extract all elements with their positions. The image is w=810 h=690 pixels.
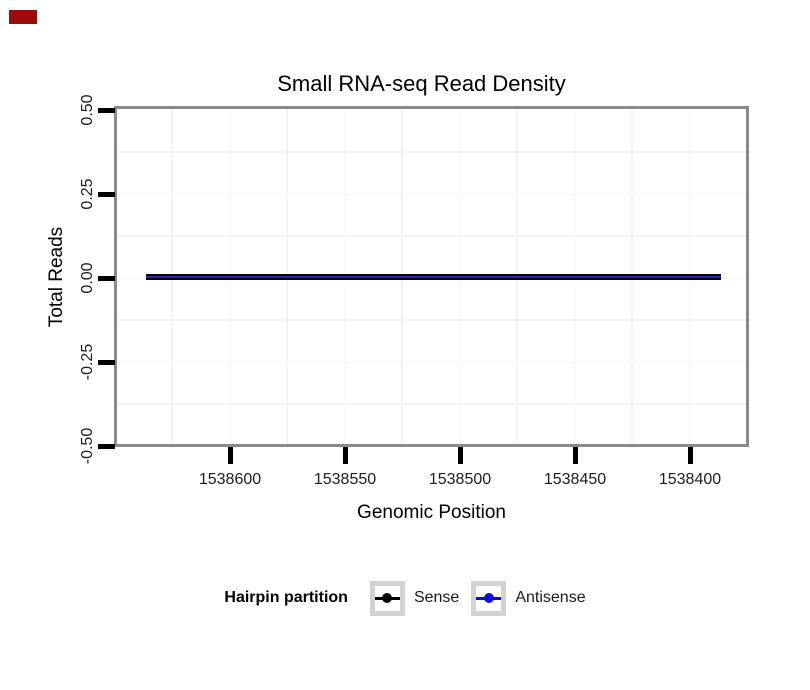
gridline-h-major bbox=[117, 361, 746, 363]
x-tick-mark bbox=[573, 447, 578, 464]
y-tick-label: 0.00 bbox=[79, 262, 96, 294]
y-tick-mark bbox=[98, 444, 115, 449]
red-marker-rect bbox=[9, 10, 37, 24]
y-tick-mark bbox=[98, 192, 115, 197]
legend-key-sense bbox=[369, 580, 405, 616]
y-tick-mark bbox=[98, 360, 115, 365]
legend-label-sense: Sense bbox=[413, 589, 460, 606]
y-tick-label: -0.50 bbox=[79, 427, 96, 465]
y-tick-label: 0.50 bbox=[79, 94, 96, 126]
chart-title: Small RNA-seq Read Density bbox=[277, 71, 566, 96]
y-tick-mark bbox=[98, 108, 115, 113]
x-tick-mark bbox=[228, 447, 233, 464]
series-line-sense bbox=[146, 274, 721, 280]
legend: Hairpin partition Sense Antisense bbox=[0, 578, 810, 618]
gridline-h-major bbox=[117, 193, 746, 195]
x-tick-label: 1538400 bbox=[658, 471, 722, 488]
gridline-h-minor bbox=[117, 403, 746, 405]
plot-panel bbox=[114, 106, 749, 447]
y-tick-label: 0.25 bbox=[79, 178, 96, 210]
x-axis-title: Genomic Position bbox=[357, 502, 506, 523]
y-tick-mark bbox=[98, 276, 115, 281]
y-tick-label: -0.25 bbox=[79, 343, 96, 381]
x-tick-mark bbox=[343, 447, 348, 464]
legend-title: Hairpin partition bbox=[224, 589, 348, 606]
legend-label-antisense: Antisense bbox=[515, 589, 586, 606]
x-tick-label: 1538600 bbox=[198, 471, 262, 488]
x-tick-label: 1538500 bbox=[428, 471, 492, 488]
x-tick-label: 1538550 bbox=[313, 471, 377, 488]
x-tick-label: 1538450 bbox=[543, 471, 607, 488]
gridline-h-minor bbox=[117, 235, 746, 237]
point-glyph-icon bbox=[382, 593, 393, 603]
x-tick-mark bbox=[458, 447, 463, 464]
point-glyph-icon bbox=[483, 593, 494, 603]
y-axis-title: Total Reads bbox=[46, 226, 67, 328]
x-tick-mark bbox=[688, 447, 693, 464]
legend-key-antisense bbox=[471, 580, 507, 616]
series-line-antisense bbox=[146, 276, 721, 278]
gridline-h-minor bbox=[117, 319, 746, 321]
gridline-h-minor bbox=[117, 151, 746, 153]
